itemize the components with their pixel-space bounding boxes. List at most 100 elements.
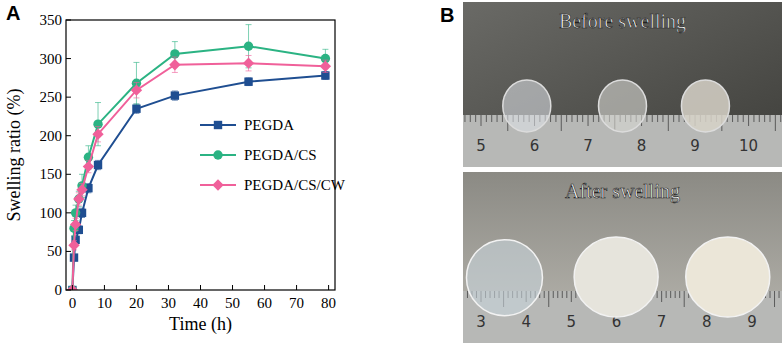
error-cap bbox=[85, 145, 91, 146]
ruler-tick bbox=[566, 115, 567, 122]
ruler-tick bbox=[481, 115, 482, 126]
ruler-label: 5 bbox=[476, 137, 486, 155]
ruler-tick bbox=[737, 115, 738, 122]
ruler-tick bbox=[679, 115, 680, 122]
ruler-tick bbox=[743, 115, 744, 122]
gel-disc bbox=[574, 237, 658, 317]
y-tick-label: 150 bbox=[40, 166, 63, 182]
y-tick-label: 50 bbox=[47, 243, 62, 259]
photo-caption: Before swelling bbox=[559, 10, 686, 33]
ruler-label: 10 bbox=[739, 137, 758, 155]
ruler-label: 7 bbox=[657, 313, 667, 331]
ruler-label: 7 bbox=[583, 137, 593, 155]
ruler-label: 3 bbox=[476, 313, 486, 331]
x-tick-label: 30 bbox=[161, 295, 176, 311]
ruler-tick bbox=[679, 291, 680, 298]
x-tick bbox=[104, 285, 105, 290]
data-point bbox=[76, 184, 87, 195]
y-tick bbox=[66, 97, 71, 98]
y-tick bbox=[66, 174, 71, 175]
error-cap bbox=[172, 100, 178, 101]
error-cap bbox=[322, 72, 328, 73]
data-point bbox=[320, 61, 331, 72]
error-cap bbox=[246, 70, 252, 71]
data-point bbox=[243, 58, 254, 69]
gel-disc bbox=[466, 240, 542, 316]
y-tick-label: 300 bbox=[40, 51, 63, 67]
ruler-tick bbox=[502, 115, 503, 122]
error-cap bbox=[322, 60, 328, 61]
ruler-tick bbox=[588, 115, 589, 126]
ruler-tick bbox=[657, 291, 658, 298]
y-tick bbox=[66, 251, 71, 252]
error-cap bbox=[95, 126, 101, 127]
plot-frame bbox=[66, 20, 335, 290]
ruler-tick bbox=[775, 115, 776, 131]
ruler-label: 4 bbox=[521, 313, 531, 331]
ruler-tick bbox=[491, 115, 492, 122]
ruler-tick bbox=[684, 291, 685, 307]
ruler-tick bbox=[557, 291, 558, 298]
error-cap bbox=[133, 97, 139, 98]
x-tick-label: 20 bbox=[129, 295, 144, 311]
ruler-tick bbox=[780, 115, 781, 122]
photo-caption: After swelling bbox=[565, 180, 680, 203]
ruler-tick bbox=[553, 291, 554, 298]
ruler-label: 9 bbox=[747, 313, 757, 331]
x-tick bbox=[136, 285, 137, 290]
legend-label: PEGDA bbox=[244, 117, 294, 133]
photo-panel: 5 6 7 8 9 10 Before swelling bbox=[463, 2, 782, 167]
ruler-tick bbox=[779, 291, 780, 298]
error-cap bbox=[172, 72, 178, 73]
legend: PEGDAPEGDA/CSPEGDA/CS/CW bbox=[200, 117, 346, 193]
gel-disc bbox=[686, 237, 770, 317]
legend-label: PEGDA/CS bbox=[244, 147, 317, 163]
data-point bbox=[71, 208, 80, 217]
x-tick bbox=[328, 285, 329, 290]
gel-disc bbox=[681, 80, 729, 132]
error-cap bbox=[246, 24, 252, 25]
ruler-tick bbox=[764, 115, 765, 122]
ruler-tick bbox=[732, 115, 733, 122]
y-tick-label: 0 bbox=[55, 282, 63, 298]
ruler-tick bbox=[561, 115, 562, 131]
ruler-label: 8 bbox=[637, 137, 647, 155]
data-point bbox=[170, 49, 179, 58]
y-tick bbox=[66, 212, 71, 213]
error-cap bbox=[246, 55, 252, 56]
ruler-tick bbox=[497, 115, 498, 122]
x-tick bbox=[168, 285, 169, 290]
data-point bbox=[131, 85, 142, 96]
ruler-tick bbox=[748, 115, 749, 126]
ruler-tick bbox=[774, 291, 775, 307]
ruler-tick bbox=[566, 291, 567, 298]
data-point bbox=[94, 161, 102, 169]
ruler-tick bbox=[562, 291, 563, 298]
ruler-tick bbox=[657, 115, 658, 122]
ruler-tick bbox=[464, 115, 465, 122]
x-tick bbox=[264, 285, 265, 290]
x-tick bbox=[200, 285, 201, 290]
ruler-tick bbox=[673, 115, 674, 122]
y-tick-label: 200 bbox=[40, 128, 63, 144]
error-cap bbox=[322, 49, 328, 50]
x-tick-label: 80 bbox=[321, 295, 336, 311]
ruler-label: 6 bbox=[530, 137, 540, 155]
data-point bbox=[169, 59, 180, 70]
y-tick-label: 250 bbox=[40, 89, 63, 105]
legend-marker bbox=[212, 179, 223, 190]
photo-panel: 3456789After swelling bbox=[463, 172, 782, 343]
ruler-tick bbox=[662, 115, 663, 122]
ruler-label: 9 bbox=[690, 137, 700, 155]
data-point bbox=[244, 78, 252, 86]
error-cap bbox=[133, 82, 139, 83]
y-tick bbox=[66, 20, 71, 21]
ruler-tick bbox=[770, 291, 771, 298]
data-point bbox=[73, 193, 84, 204]
plot-area bbox=[67, 25, 331, 290]
ruler-tick bbox=[467, 291, 468, 298]
ruler-tick bbox=[470, 115, 471, 122]
error-cap bbox=[133, 104, 139, 105]
x-tick-label: 60 bbox=[257, 295, 272, 311]
ruler-tick bbox=[666, 291, 667, 298]
